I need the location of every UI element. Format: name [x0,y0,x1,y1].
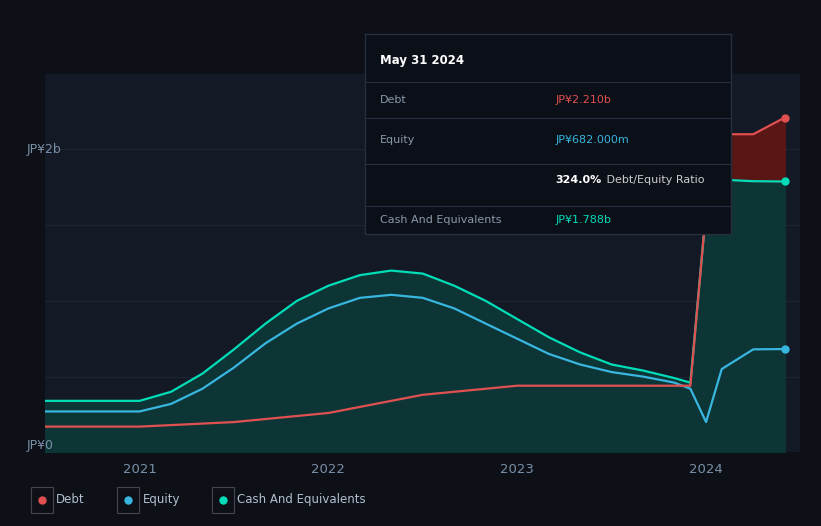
Bar [117,487,140,513]
Bar [212,487,234,513]
Text: Equity: Equity [380,135,415,145]
Text: JP¥0: JP¥0 [26,439,53,452]
Text: JP¥2.210b: JP¥2.210b [555,95,611,105]
Text: Cash And Equivalents: Cash And Equivalents [237,493,365,506]
Text: Equity: Equity [143,493,180,506]
Text: JP¥1.788b: JP¥1.788b [555,215,612,225]
Text: Debt/Equity Ratio: Debt/Equity Ratio [603,175,704,185]
Text: JP¥2b: JP¥2b [26,143,61,156]
Text: Cash And Equivalents: Cash And Equivalents [380,215,502,225]
Text: Debt: Debt [56,493,85,506]
Text: Debt: Debt [380,95,406,105]
Bar [30,487,53,513]
Text: May 31 2024: May 31 2024 [380,54,464,67]
Text: JP¥682.000m: JP¥682.000m [555,135,629,145]
Text: 324.0%: 324.0% [555,175,602,185]
